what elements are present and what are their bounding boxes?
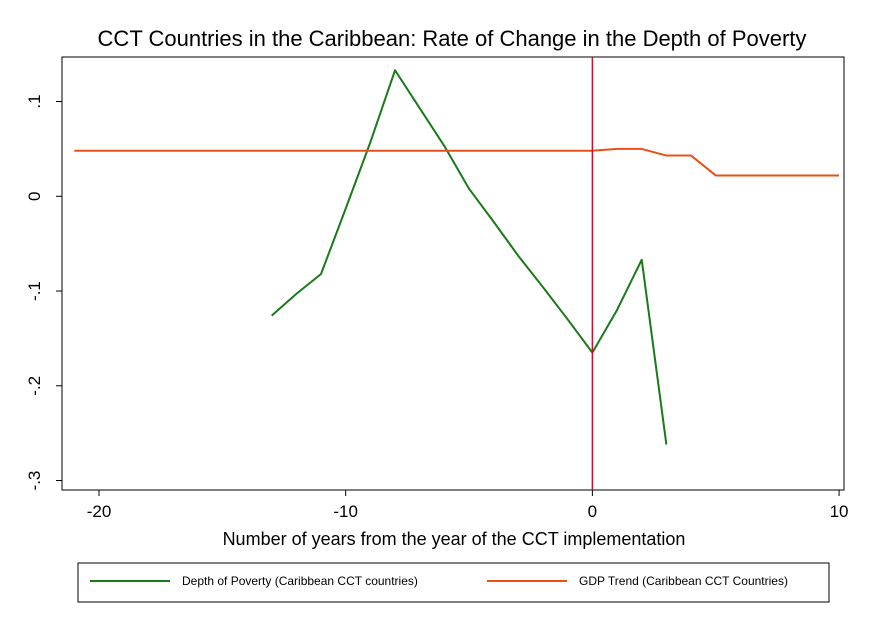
y-tick-label: .1 [25,94,44,108]
y-axis: -.3 -.2 -.1 0 .1 [25,94,62,490]
x-tick-label: 10 [830,502,849,521]
gdp-trend-line [74,147,840,177]
chart-title: CCT Countries in the Caribbean: Rate of … [98,26,807,51]
x-tick-label: -20 [87,502,112,521]
legend-items: Depth of Poverty (Caribbean CCT countrie… [90,574,788,588]
x-axis-label: Number of years from the year of the CCT… [223,529,686,549]
y-tick-label: -.3 [25,471,44,491]
y-tick-label: -.2 [25,376,44,396]
depth-of-poverty-line [271,69,668,445]
y-tick-label: -.1 [25,281,44,301]
x-tick-label: 0 [588,502,597,521]
legend-label: GDP Trend (Caribbean CCT Countries) [579,574,788,588]
x-tick-label: -10 [333,502,358,521]
x-axis: -20 -10 0 10 [87,490,849,521]
legend-label: Depth of Poverty (Caribbean CCT countrie… [182,574,418,588]
plot-frame [61,56,845,491]
series-lines [74,57,840,490]
y-tick-label: 0 [25,192,44,201]
legend [77,562,830,603]
